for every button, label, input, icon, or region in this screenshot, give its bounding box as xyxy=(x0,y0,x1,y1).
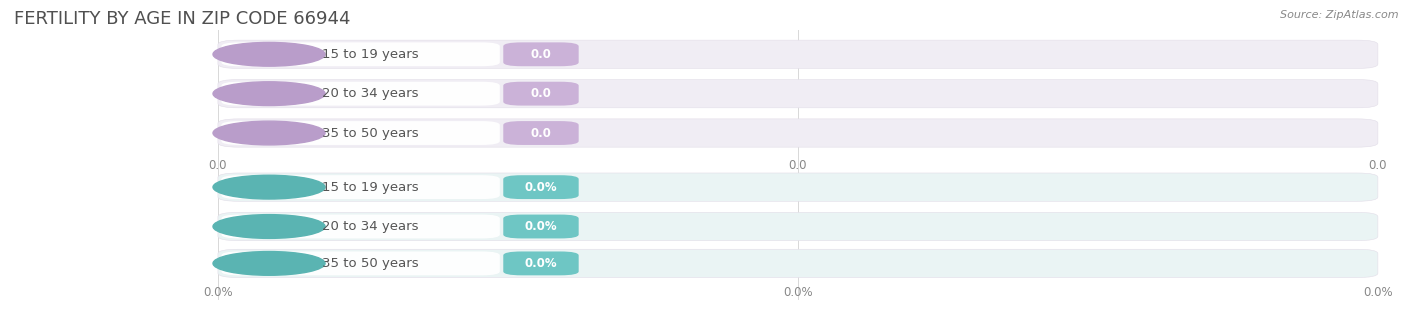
FancyBboxPatch shape xyxy=(218,119,1378,147)
Text: 0.0: 0.0 xyxy=(530,126,551,140)
FancyBboxPatch shape xyxy=(221,175,499,199)
FancyBboxPatch shape xyxy=(503,42,579,66)
Text: 20 to 34 years: 20 to 34 years xyxy=(322,87,419,100)
Circle shape xyxy=(212,82,325,106)
Text: 0.0%: 0.0% xyxy=(524,257,557,270)
FancyBboxPatch shape xyxy=(218,213,1378,241)
FancyBboxPatch shape xyxy=(221,42,499,66)
Circle shape xyxy=(212,121,325,145)
Circle shape xyxy=(212,43,325,66)
Text: 35 to 50 years: 35 to 50 years xyxy=(322,257,419,270)
Text: 0.0%: 0.0% xyxy=(783,286,813,299)
FancyBboxPatch shape xyxy=(221,121,499,145)
FancyBboxPatch shape xyxy=(503,214,579,239)
Text: 0.0: 0.0 xyxy=(530,87,551,100)
FancyBboxPatch shape xyxy=(218,40,1378,68)
Text: 20 to 34 years: 20 to 34 years xyxy=(322,220,419,233)
Text: 15 to 19 years: 15 to 19 years xyxy=(322,48,419,61)
FancyBboxPatch shape xyxy=(221,82,499,106)
Text: FERTILITY BY AGE IN ZIP CODE 66944: FERTILITY BY AGE IN ZIP CODE 66944 xyxy=(14,10,350,28)
FancyBboxPatch shape xyxy=(503,121,579,145)
FancyBboxPatch shape xyxy=(221,214,499,239)
FancyBboxPatch shape xyxy=(218,249,1378,278)
FancyBboxPatch shape xyxy=(221,251,499,275)
FancyBboxPatch shape xyxy=(218,173,1378,201)
Text: 0.0%: 0.0% xyxy=(1362,286,1393,299)
Text: 0.0%: 0.0% xyxy=(524,220,557,233)
Text: 0.0: 0.0 xyxy=(1368,158,1388,172)
Text: 0.0%: 0.0% xyxy=(202,286,233,299)
Text: 0.0: 0.0 xyxy=(530,48,551,61)
Text: 0.0: 0.0 xyxy=(208,158,228,172)
Circle shape xyxy=(212,214,325,238)
Text: Source: ZipAtlas.com: Source: ZipAtlas.com xyxy=(1281,10,1399,20)
Text: 15 to 19 years: 15 to 19 years xyxy=(322,181,419,194)
FancyBboxPatch shape xyxy=(503,251,579,275)
Text: 35 to 50 years: 35 to 50 years xyxy=(322,126,419,140)
FancyBboxPatch shape xyxy=(503,82,579,106)
FancyBboxPatch shape xyxy=(218,80,1378,108)
Circle shape xyxy=(212,175,325,199)
FancyBboxPatch shape xyxy=(503,175,579,199)
Text: 0.0%: 0.0% xyxy=(524,181,557,194)
Circle shape xyxy=(212,251,325,275)
Text: 0.0: 0.0 xyxy=(789,158,807,172)
